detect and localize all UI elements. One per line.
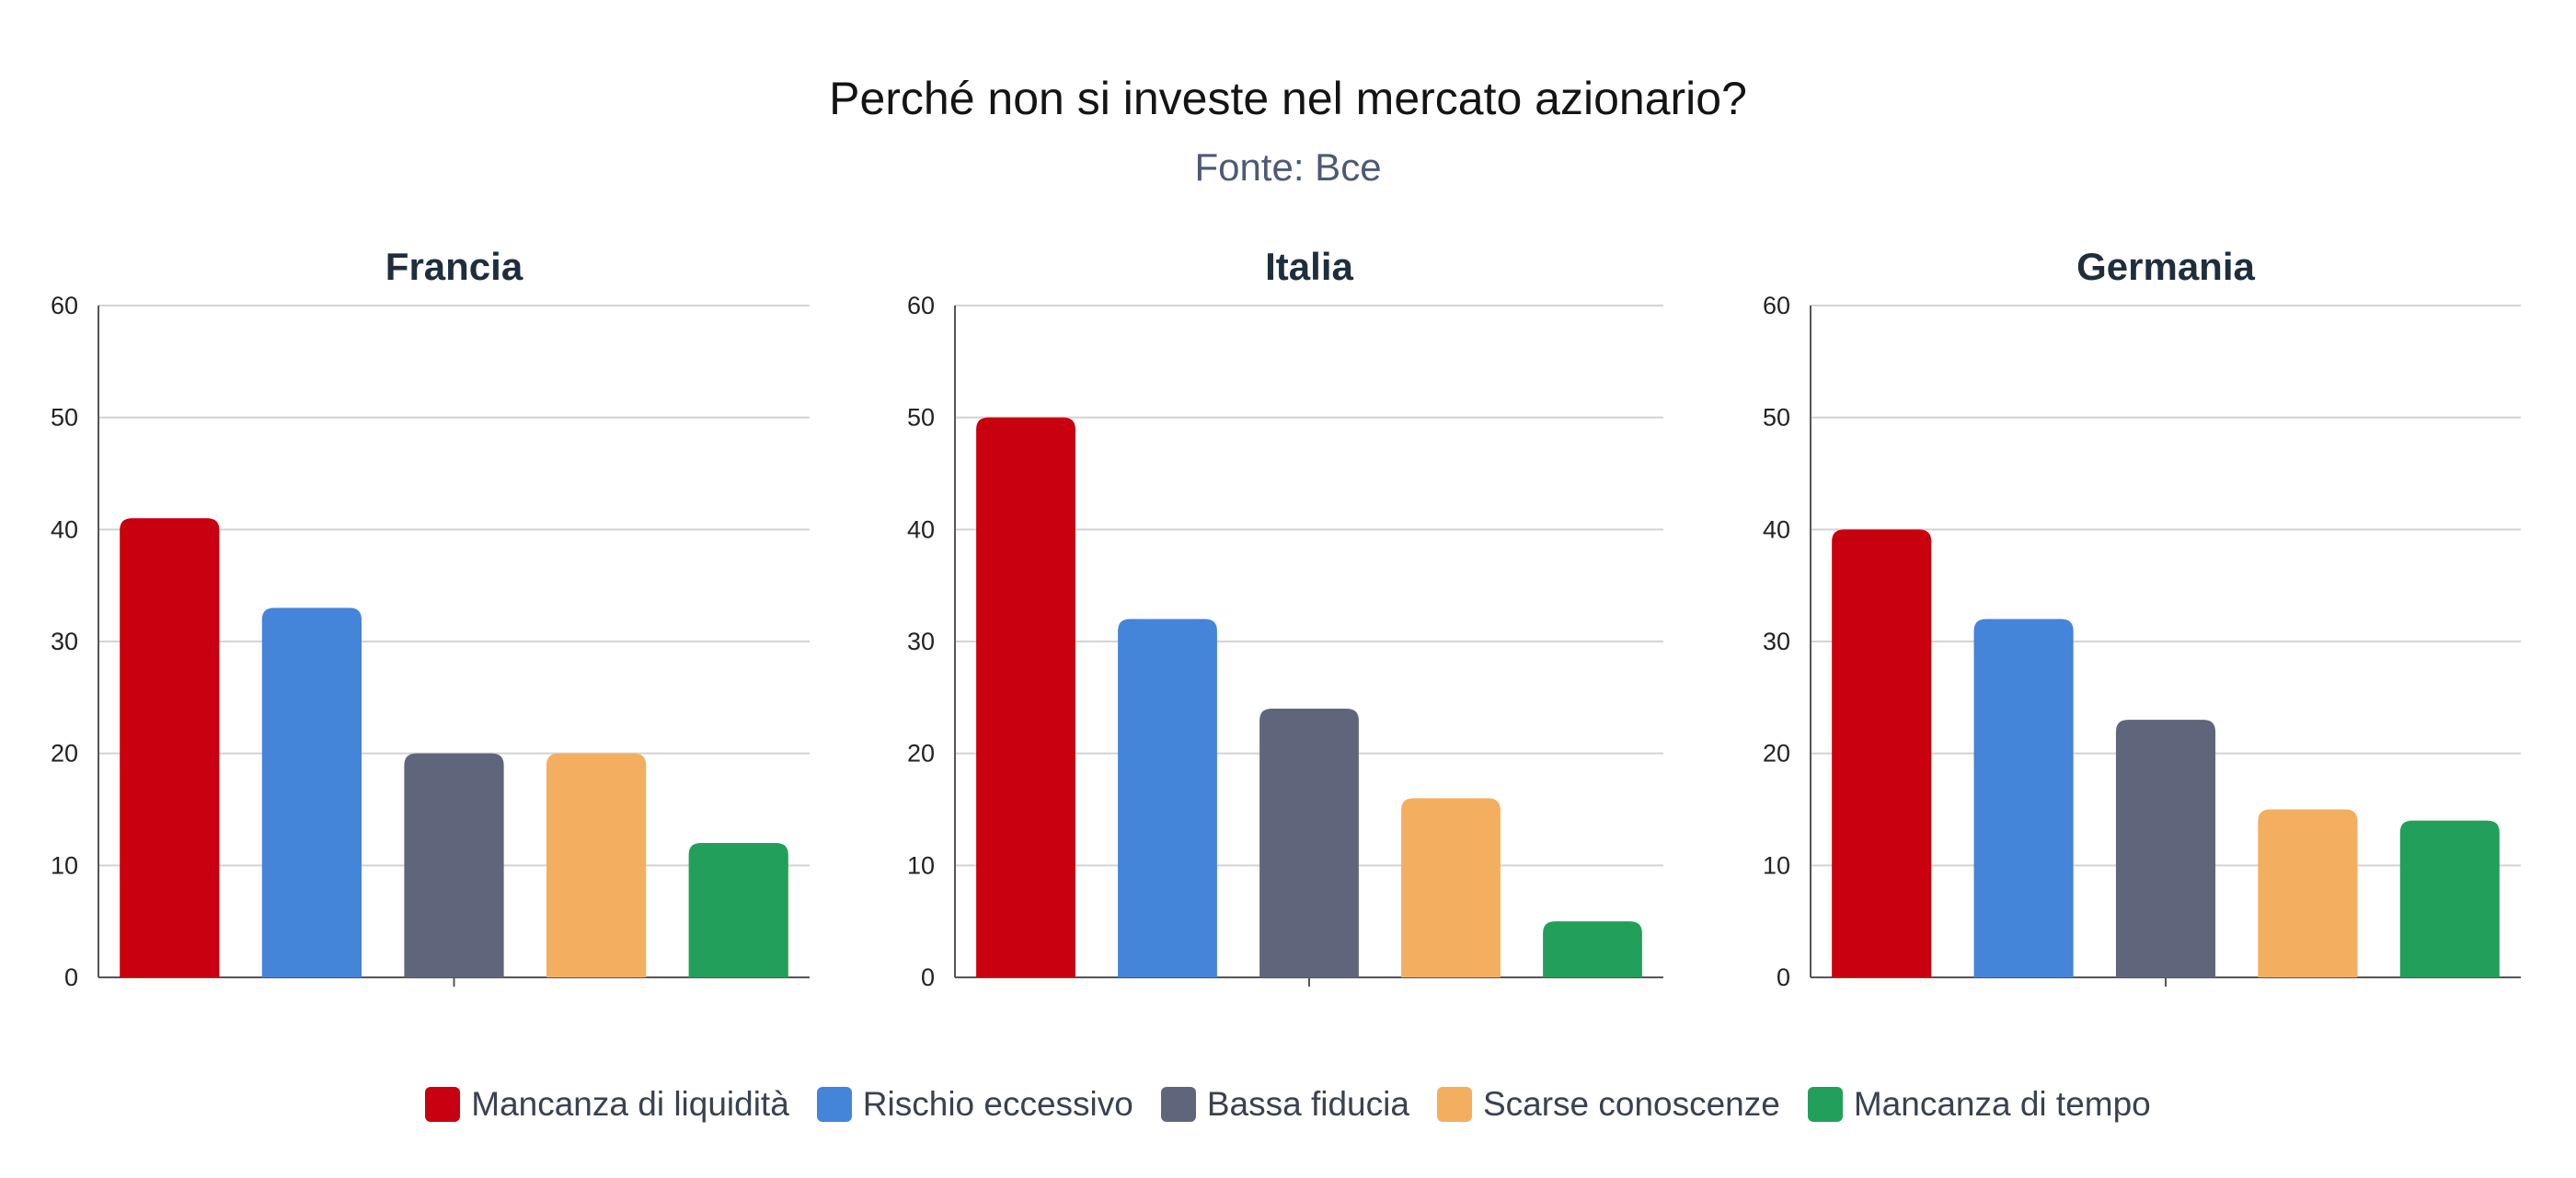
legend-item: Rischio eccessivo [816,1085,1133,1124]
y-tick-label: 30 [51,628,78,655]
chart-panel-francia: Francia 0 10 20 30 40 50 60 [51,245,810,991]
bar-bassa-fiducia [404,753,504,977]
legend-swatch [1436,1087,1472,1122]
y-tick-label: 10 [51,851,78,879]
chart-panel-italia: Italia 0 10 20 30 40 50 60 [907,245,1663,991]
y-tick-label: 40 [907,515,935,543]
y-tick-label: 30 [1763,628,1790,655]
y-tick-label: 40 [1763,515,1790,543]
y-tick-label: 50 [51,404,78,432]
y-tick-label: 20 [907,740,935,768]
chart-subtitle: Fonte: Bce [1194,145,1382,189]
bar-mancanza-di-tempo [2399,820,2500,977]
panel-title: Germania [2076,245,2255,288]
bar-scarse-conoscenze [1401,798,1501,977]
y-tick-label: 20 [51,740,78,768]
legend-item: Mancanza di liquidità [425,1085,789,1124]
legend: Mancanza di liquidità Rischio eccessivo Ba… [0,1079,2576,1130]
legend-label: Mancanza di tempo [1853,1085,2151,1123]
y-tick-label: 40 [51,515,78,543]
legend-swatch [425,1087,461,1122]
bar-rischio-eccessivo [1973,618,2074,977]
bar-rischio-eccessivo [1118,618,1217,977]
legend-swatch [1807,1087,1843,1122]
y-tick-label: 60 [51,292,78,319]
bar-rischio-eccessivo [261,607,362,977]
y-tick-label: 50 [907,404,935,432]
legend-label: Bassa fiducia [1206,1085,1409,1123]
bar-mancanza-di-liquidit [976,417,1075,978]
bar-mancanza-di-liquidit [1832,529,1932,977]
legend-item: Bassa fiducia [1160,1085,1409,1124]
y-tick-label: 50 [1763,404,1790,432]
panel-title: Francia [385,245,523,288]
chart-title: Perché non si investe nel mercato aziona… [829,73,1747,124]
y-tick-label: 0 [1777,964,1790,991]
legend-label: Rischio eccessivo [862,1085,1133,1123]
bar-scarse-conoscenze [2258,809,2358,977]
y-tick-label: 60 [1763,292,1790,319]
legend-label: Mancanza di liquidità [471,1085,789,1123]
legend-swatch [816,1087,852,1122]
y-tick-label: 10 [907,851,935,879]
y-tick-label: 10 [1763,851,1790,879]
bar-mancanza-di-tempo [1543,921,1642,977]
y-tick-label: 30 [907,628,935,655]
legend-label: Scarse conoscenze [1482,1085,1780,1123]
bar-mancanza-di-tempo [688,843,788,977]
bar-bassa-fiducia [2115,720,2216,977]
y-tick-label: 60 [907,292,935,319]
panel-title: Italia [1265,245,1353,288]
legend-swatch [1160,1087,1196,1122]
bar-scarse-conoscenze [546,753,647,977]
y-tick-label: 20 [1763,740,1790,768]
y-tick-label: 0 [921,964,935,991]
bar-mancanza-di-liquidit [120,518,220,977]
y-tick-label: 0 [64,964,78,991]
bar-bassa-fiducia [1259,709,1359,977]
legend-item: Scarse conoscenze [1436,1085,1780,1124]
legend-item: Mancanza di tempo [1807,1085,2151,1124]
chart-panel-germania: Germania 0 10 20 30 40 50 60 [1763,245,2521,991]
